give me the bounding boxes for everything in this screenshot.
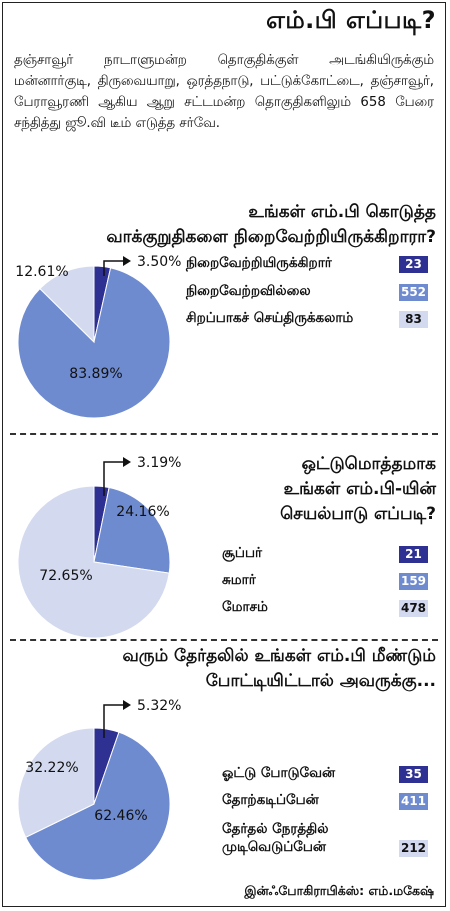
chart3-slice-2-label: 62.46% — [94, 808, 147, 824]
chart1-legend-row-2: நிறைவேற்றவில்லை 552 — [186, 283, 428, 301]
chart2-legend-row-1: சூப்பர் 21 — [222, 545, 428, 563]
chart1-pie: 3.50% 83.89% 12.61% — [15, 254, 181, 419]
divider-1 — [10, 433, 438, 435]
chart1-slice-1-label: 3.50% — [137, 254, 181, 270]
chart3-slice-3-label: 32.22% — [25, 760, 78, 776]
chart1-callout-line — [103, 260, 126, 276]
chart2-slice-3-label: 72.65% — [39, 568, 92, 584]
chart2-legend-row-2: சுமார் 159 — [222, 572, 428, 590]
chart1-legend-count-2: 552 — [399, 283, 428, 301]
chart1-callout-arrow — [123, 256, 131, 266]
chart3-pie: 5.32% 62.46% 32.22% — [17, 698, 181, 881]
chart3-slice-2 — [25, 731, 171, 881]
chart3-slice-3 — [17, 727, 95, 838]
chart1-slice-2 — [17, 267, 171, 419]
divider-2 — [10, 639, 438, 641]
chart3-legend-row-1: ஓட்டு போடுவேன் 35 — [222, 765, 428, 783]
chart2-legend-count-1: 21 — [399, 545, 428, 563]
chart3-question-line1: வரும் தேர்தலில் உங்கள் எம்.பி மீண்டும் — [122, 646, 436, 666]
chart2-pie: 3.19% 24.16% 72.65% — [17, 455, 181, 639]
chart3-legend-count-1: 35 — [399, 765, 428, 783]
chart1-question: உங்கள் எம்.பி கொடுத்த வாக்குறுதிகளை நிறை… — [106, 200, 436, 250]
chart1-legend-label-2: நிறைவேற்றவில்லை — [186, 283, 311, 299]
chart3-legend-count-3: 212 — [399, 840, 428, 857]
chart1-legend-row-1: நிறைவேற்றியிருக்கிறார் 23 — [186, 255, 428, 273]
chart1-question-line2: வாக்குறுதிகளை நிறைவேற்றியிருக்கிறாரா? — [106, 227, 436, 247]
chart3-question: வரும் தேர்தலில் உங்கள் எம்.பி மீண்டும் ப… — [122, 644, 436, 694]
chart2-callout-arrow — [123, 457, 131, 467]
chart2-slice-1-label: 3.19% — [137, 455, 181, 471]
chart1-question-line1: உங்கள் எம்.பி கொடுத்த — [248, 202, 436, 222]
chart2-slice-2-label: 24.16% — [116, 504, 169, 520]
chart3-legend-count-2: 411 — [399, 792, 428, 810]
chart3-callout-arrow — [123, 700, 131, 710]
chart3-legend-label-3-line2: முடிவெடுப்பேன் — [222, 839, 326, 855]
chart3-legend-label-2: தோற்கடிப்பேன் — [222, 792, 319, 808]
chart1-legend-label-3: சிறப்பாகச் செய்திருக்கலாம் — [186, 310, 354, 326]
chart2-slice-3 — [17, 485, 170, 639]
chart3-legend-label-3-line1: தேர்தல் நேரத்தில் — [222, 821, 329, 837]
chart2-legend-label-2: சுமார் — [222, 572, 256, 588]
chart2-question-line3: செயல்பாடு எப்படி? — [280, 504, 436, 524]
chart2-legend-row-3: மோசம் 478 — [222, 599, 428, 617]
chart2-slice-2 — [93, 486, 171, 574]
intro-paragraph: தஞ்சாவூர் நாடாளுமன்ற தொகுதிக்குள் அடங்கி… — [14, 53, 434, 131]
chart1-slice-3 — [39, 265, 95, 344]
chart2-callout-line — [103, 461, 126, 496]
chart1-legend-label-1: நிறைவேற்றியிருக்கிறார் — [186, 255, 332, 271]
chart2-legend-count-3: 478 — [399, 599, 428, 617]
chart3-legend-label-1: ஓட்டு போடுவேன் — [222, 765, 336, 781]
chart2-legend-label-3: மோசம் — [222, 599, 268, 615]
chart2-question-line1: ஒட்டுமொத்தமாக — [301, 454, 436, 474]
chart3-legend-row-2: தோற்கடிப்பேன் 411 — [222, 792, 428, 810]
chart1-slice-3-label: 12.61% — [15, 264, 68, 280]
chart3-question-line2: போட்டியிட்டால் அவருக்கு... — [205, 671, 436, 691]
chart1-legend-count-1: 23 — [399, 255, 428, 273]
credit-line: இன்ஃபோகிராபிக்ஸ்: எம்.மகேஷ் — [244, 883, 434, 898]
chart2-question-line2: உங்கள் எம்.பி-யின் — [283, 479, 436, 499]
chart3-callout-line — [103, 704, 126, 738]
chart1-legend-row-3: சிறப்பாகச் செய்திருக்கலாம் 83 — [186, 310, 428, 328]
chart2-legend-count-2: 159 — [399, 572, 428, 590]
chart1-legend-count-3: 83 — [399, 310, 428, 328]
chart1-slice-2-label: 83.89% — [69, 366, 122, 382]
chart3-legend-row-3: தேர்தல் நேரத்தில் முடிவெடுப்பேன் 212 — [222, 821, 428, 857]
page-title: எம்.பி எப்படி? — [266, 6, 436, 34]
chart2-legend-label-1: சூப்பர் — [222, 545, 263, 561]
chart2-question: ஒட்டுமொத்தமாக உங்கள் எம்.பி-யின் செயல்பா… — [280, 452, 436, 527]
chart3-slice-1-label: 5.32% — [137, 698, 181, 714]
chart3-legend-label-3: தேர்தல் நேரத்தில் முடிவெடுப்பேன் — [222, 821, 399, 857]
